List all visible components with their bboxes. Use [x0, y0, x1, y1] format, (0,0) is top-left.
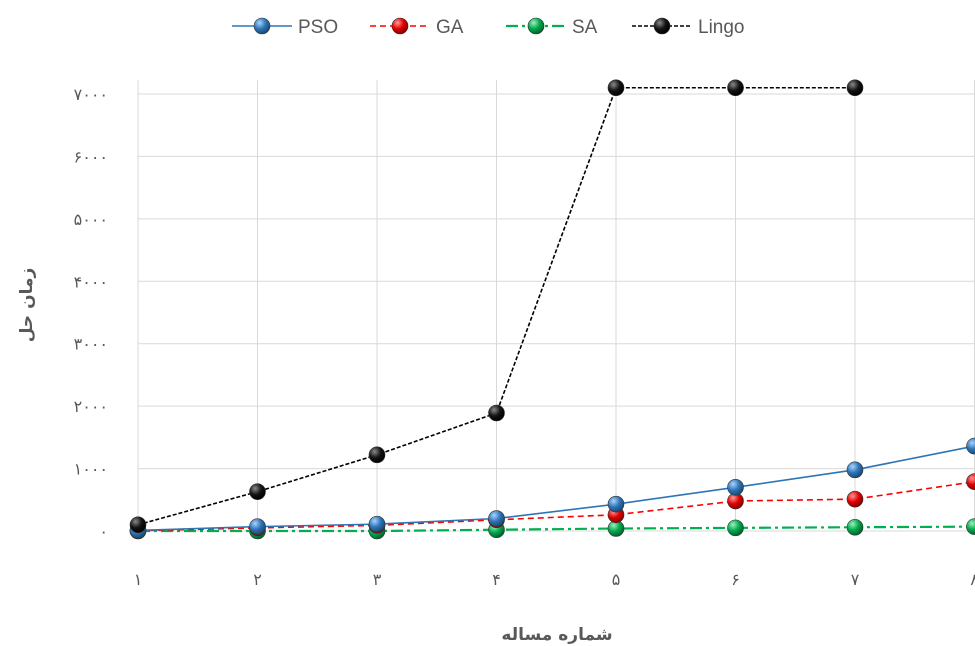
x-axis-title: شماره مساله	[501, 625, 612, 645]
legend-item-sa: SA	[506, 17, 598, 38]
data-point-sa	[727, 519, 744, 537]
tick-labels: ۰ ۱۰۰۰ ۲۰۰۰ ۳۰۰۰ ۴۰۰۰ ۵۰۰۰ ۶۰۰۰ ۷۰۰۰ ۱ ۲ ۳ ۴ ۵ ۶ ۷ ۸	[74, 85, 975, 589]
x-tick-label: ۷	[851, 570, 860, 589]
y-tick-label: ۲۰۰۰	[74, 397, 108, 416]
data-point-ga	[846, 490, 864, 508]
x-tick-label: ۲	[253, 570, 262, 589]
data-point-pso	[488, 510, 505, 527]
series-line-sa	[138, 525, 975, 533]
data-point-lingo	[129, 516, 147, 534]
x-tick-label: ۵	[612, 570, 621, 589]
y-axis-title: زمان حل	[17, 268, 37, 343]
y-tick-label: ۵۰۰۰	[74, 210, 108, 229]
legend-label: PSO	[298, 17, 338, 38]
legend-item-ga: GA	[370, 17, 464, 38]
legend-item-pso: PSO	[232, 17, 338, 38]
legend-label: GA	[436, 17, 464, 38]
data-point-lingo	[249, 483, 266, 500]
y-tick-label: ۱۰۰۰	[74, 460, 108, 479]
y-tick-label: ۳۰۰۰	[74, 335, 108, 354]
series-layer	[129, 79, 975, 540]
data-point-pso	[249, 518, 266, 535]
data-point-ga	[966, 473, 975, 490]
data-point-pso	[727, 478, 744, 496]
x-tick-label: ۱	[134, 570, 143, 589]
legend-label: SA	[572, 17, 598, 38]
legend: PSO GA SA Lingo	[232, 17, 745, 38]
data-point-pso	[368, 515, 386, 533]
series-lingo	[129, 79, 864, 534]
y-tick-label: ۴۰۰۰	[74, 272, 108, 291]
legend-label: Lingo	[698, 17, 745, 38]
legend-marker	[391, 17, 409, 35]
y-tick-label: ۰	[99, 522, 108, 541]
legend-item-lingo: Lingo	[632, 17, 745, 38]
data-point-lingo	[846, 79, 864, 97]
data-point-lingo	[488, 404, 505, 422]
data-point-pso	[846, 461, 864, 479]
legend-marker	[653, 17, 671, 35]
data-point-sa	[846, 518, 864, 536]
data-point-lingo	[368, 446, 386, 464]
data-point-sa	[966, 518, 975, 535]
legend-marker	[527, 17, 545, 35]
x-tick-label: ۸	[970, 570, 975, 589]
x-tick-label: ۴	[492, 570, 501, 589]
y-tick-label: ۶۰۰۰	[74, 147, 108, 166]
data-point-lingo	[727, 79, 744, 97]
x-tick-label: ۶	[731, 570, 740, 589]
data-point-pso	[966, 437, 975, 455]
y-tick-label: ۷۰۰۰	[74, 85, 108, 104]
data-point-lingo	[607, 79, 625, 97]
legend-marker	[253, 17, 271, 35]
series-pso	[129, 437, 975, 539]
x-tick-label: ۳	[373, 570, 382, 589]
gridlines	[137, 80, 975, 532]
series-line-pso	[137, 445, 975, 532]
data-point-pso	[607, 495, 625, 513]
